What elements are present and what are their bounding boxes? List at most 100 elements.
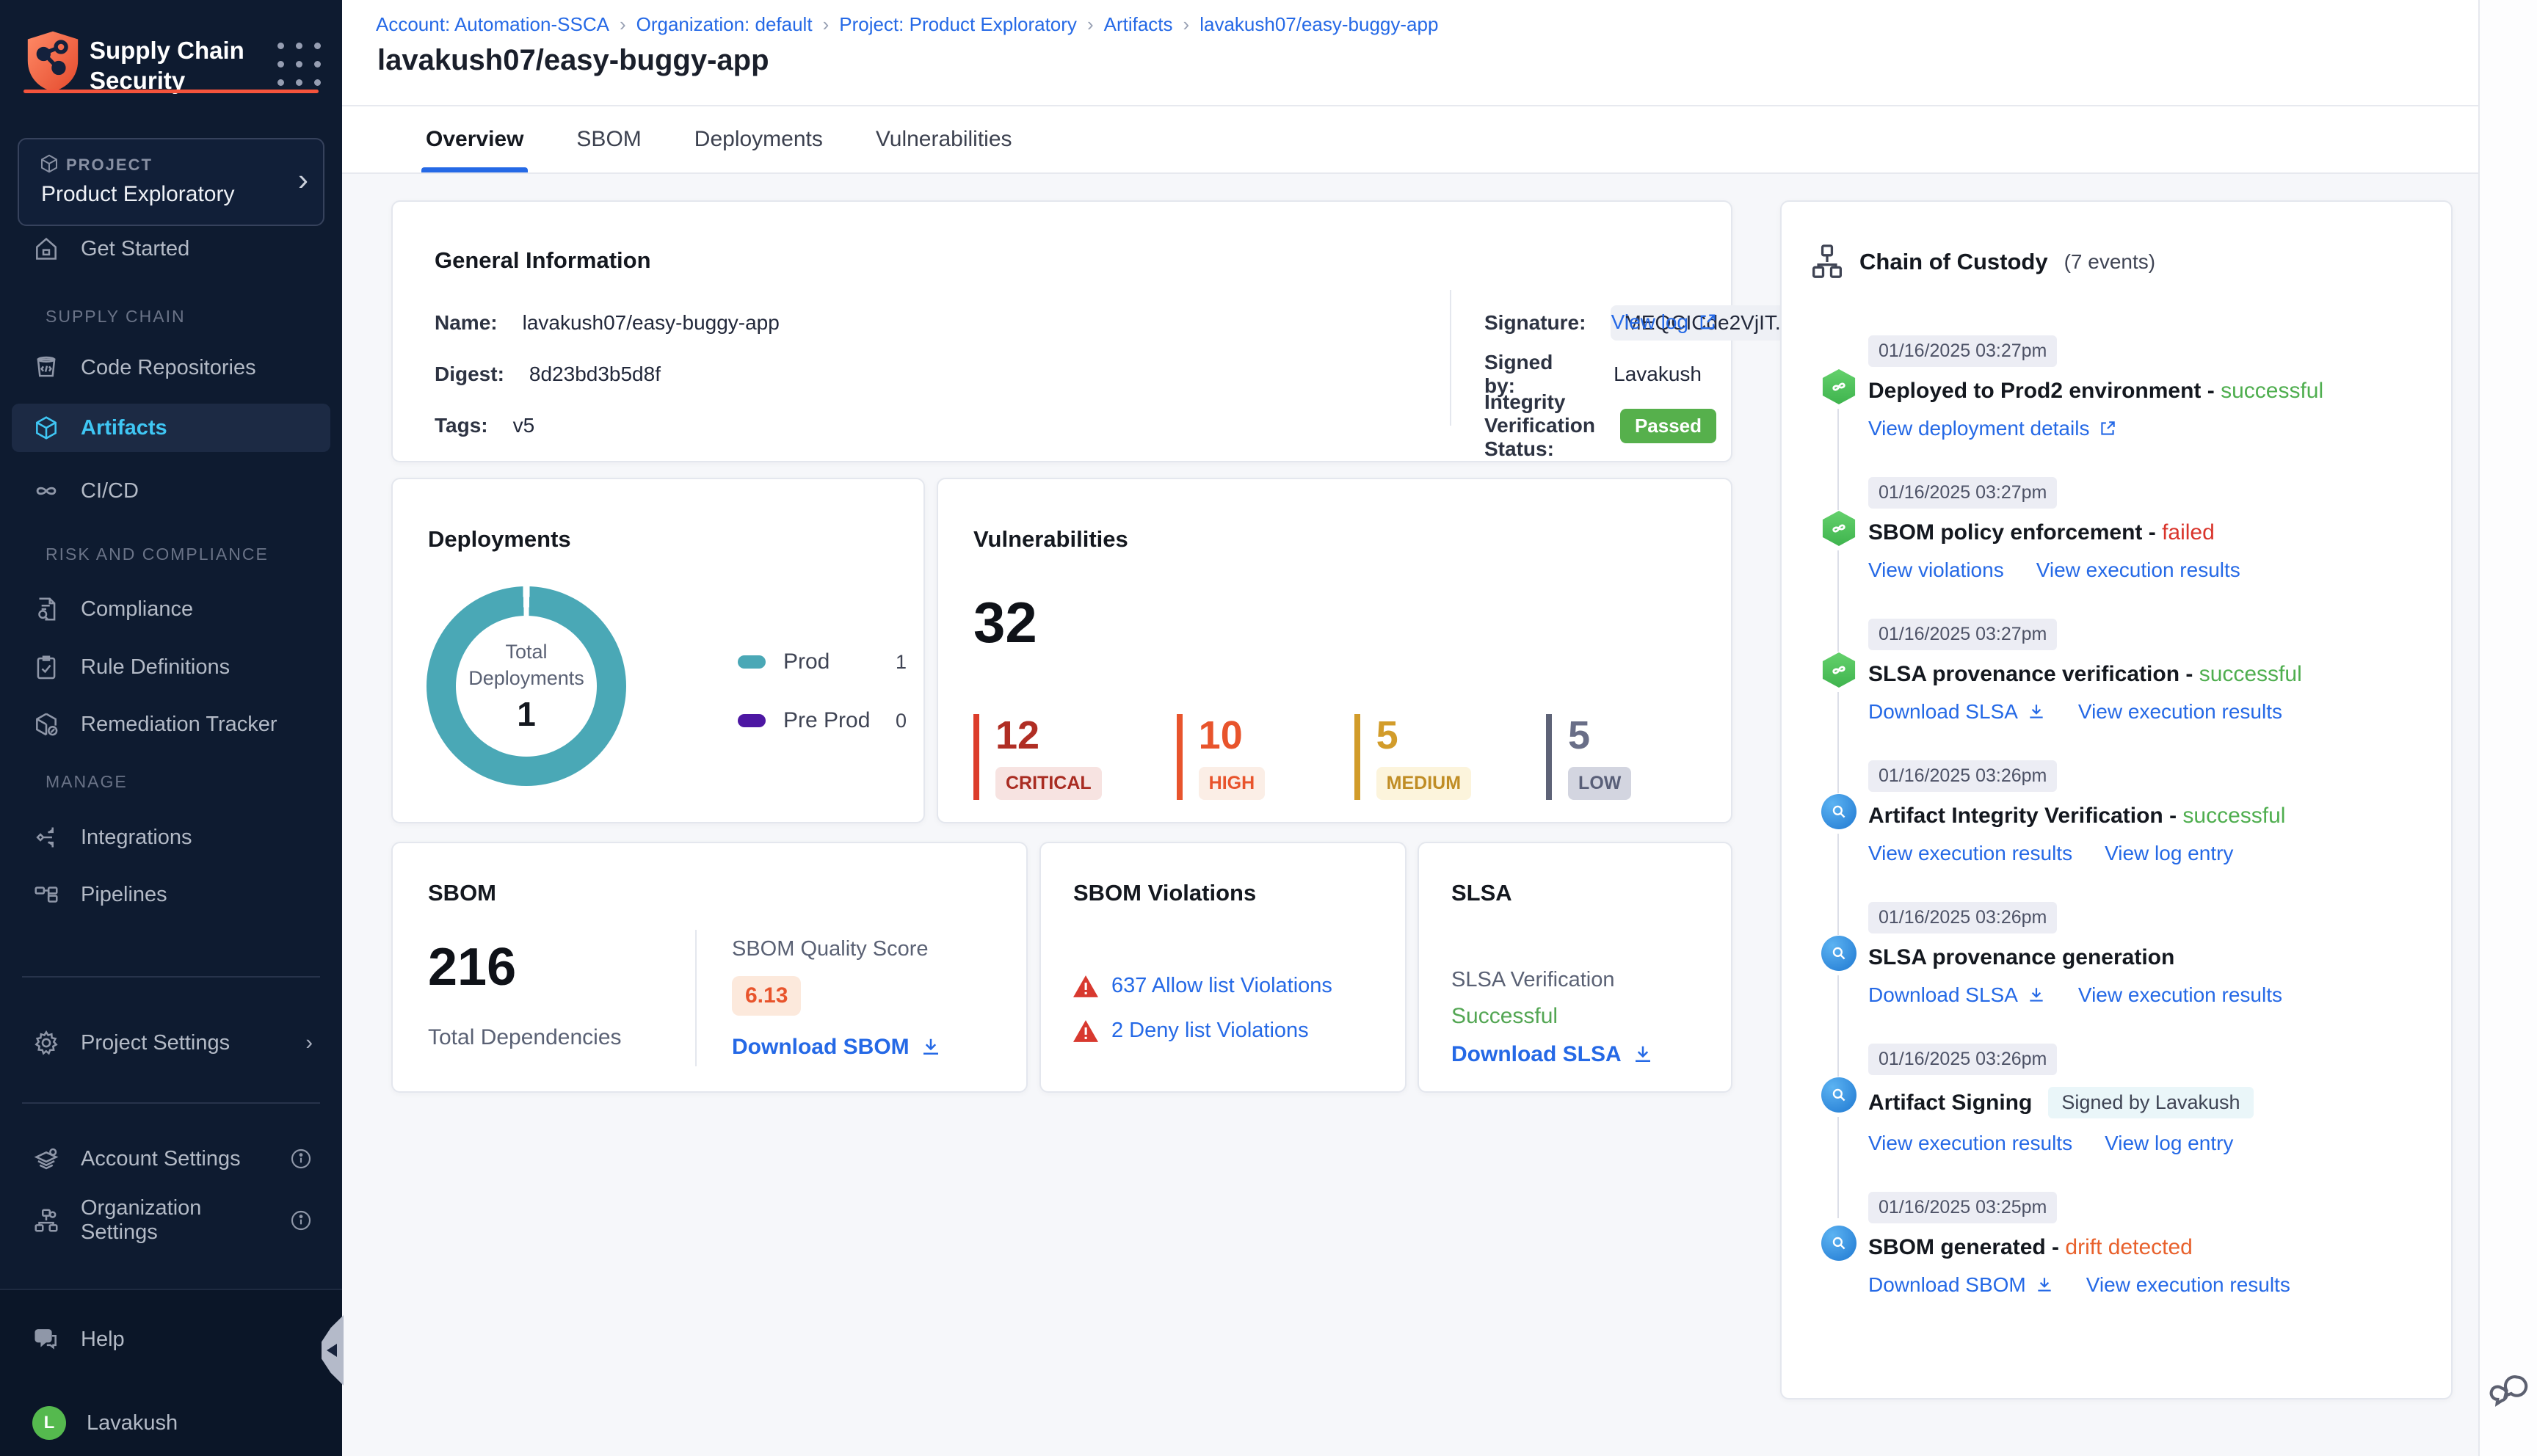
breadcrumb-current[interactable]: lavakush07/easy-buggy-app [1199, 13, 1439, 35]
sidebar-item-get-started[interactable]: Get Started [12, 225, 330, 273]
gear-icon [32, 1029, 60, 1057]
download-slsa-link[interactable]: Download SLSA [1868, 700, 2046, 724]
pipelines-icon [32, 881, 60, 909]
sidebar-item-remediation-tracker[interactable]: Remediation Tracker [12, 700, 330, 749]
section-heading-supply-chain: SUPPLY CHAIN [46, 307, 186, 326]
breadcrumb-project[interactable]: Project: Product Exploratory [839, 13, 1077, 35]
card-title: Vulnerabilities [973, 526, 1128, 552]
view-execution-results-link[interactable]: View execution results [2077, 700, 2282, 723]
artifact-tags-row: Tags: v5 [435, 414, 535, 437]
layers-gear-icon [32, 1145, 60, 1173]
feedback-chat-icon[interactable] [2487, 1366, 2530, 1409]
sidebar-item-organization-settings[interactable]: Organization Settings [12, 1196, 330, 1245]
download-slsa-link[interactable]: Download SLSA [1868, 983, 2046, 1007]
severity-low: 5 LOW [1546, 714, 1649, 800]
deny-list-violations-link[interactable]: 2 Deny list Violations [1111, 1019, 1309, 1042]
card-title: Chain of Custody [1859, 249, 2048, 274]
slsa-verification-label: SLSA Verification [1451, 968, 1615, 991]
breadcrumb: Account: Automation-SSCA › Organization:… [376, 13, 1438, 36]
section-heading-risk-compliance: RISK AND COMPLIANCE [46, 545, 269, 564]
view-execution-results-link[interactable]: View execution results [2036, 558, 2240, 581]
view-log-entry-link[interactable]: View log entry [2105, 1132, 2234, 1154]
event-status: successful [2182, 804, 2286, 828]
tab-deployments[interactable]: Deployments [694, 127, 823, 151]
card-title: Deployments [428, 526, 571, 552]
scan-event-icon [1821, 1077, 1857, 1113]
tab-overview[interactable]: Overview [421, 106, 529, 172]
tab-vulnerabilities[interactable]: Vulnerabilities [875, 127, 1012, 151]
artifact-name-value: lavakush07/easy-buggy-app [522, 311, 780, 334]
app-logo-shield-icon [25, 29, 81, 92]
view-execution-results-link[interactable]: View execution results [2077, 983, 2282, 1006]
card-title: General Information [435, 247, 651, 273]
event-title: Deployed to Prod2 environment [1868, 379, 2202, 403]
sidebar: Supply Chain Security PROJECT Product Ex… [0, 0, 342, 1456]
custody-event-deployed: 01/16/2025 03:27pm Deployed to Prod2 env… [1811, 335, 2422, 510]
sbom-quality-label: SBOM Quality Score [732, 937, 929, 961]
artifact-name-row: Name: lavakush07/easy-buggy-app [435, 311, 780, 334]
tab-sbom[interactable]: SBOM [576, 127, 642, 151]
info-icon[interactable] [289, 1147, 313, 1171]
breadcrumb-artifacts[interactable]: Artifacts [1103, 13, 1173, 35]
download-slsa-link[interactable]: Download SLSA [1451, 1042, 1654, 1067]
code-repository-icon [32, 354, 60, 382]
sidebar-item-artifacts[interactable]: Artifacts [12, 404, 330, 452]
chevron-right-icon: › [305, 1030, 313, 1055]
view-log-entry-link[interactable]: View log entry [2105, 842, 2234, 864]
user-menu[interactable]: L Lavakush [12, 1399, 330, 1447]
app-switcher-icon[interactable] [277, 43, 326, 91]
severity-badge: HIGH [1198, 767, 1266, 800]
sidebar-item-account-settings[interactable]: Account Settings [12, 1135, 330, 1183]
sbom-violations-card: SBOM Violations 637 Allow list Violation… [1039, 842, 1407, 1093]
event-title: Artifact Signing [1868, 1090, 2033, 1115]
sidebar-item-code-repositories[interactable]: Code Repositories [12, 343, 330, 392]
event-timestamp: 01/16/2025 03:27pm [1868, 477, 2058, 509]
view-deployment-details-link[interactable]: View deployment details [1868, 417, 2117, 440]
total-deployments-value: 1 [517, 695, 536, 733]
sidebar-item-cicd[interactable]: CI/CD [12, 467, 330, 515]
event-timestamp: 01/16/2025 03:27pm [1868, 335, 2058, 367]
vulnerabilities-total: 32 [973, 590, 1037, 655]
sidebar-item-pipelines[interactable]: Pipelines [12, 870, 330, 919]
info-icon[interactable] [289, 1209, 313, 1232]
event-timestamp: 01/16/2025 03:26pm [1868, 902, 2058, 933]
custody-event-integrity-verification: 01/16/2025 03:26pm Artifact Integrity Ve… [1811, 760, 2422, 935]
event-title: SBOM policy enforcement [1868, 520, 2143, 545]
sidebar-item-help[interactable]: ? Help [12, 1315, 330, 1364]
event-title: Artifact Integrity Verification [1868, 804, 2163, 828]
legend-item-prod: Prod 1 [738, 649, 907, 674]
right-rail [2478, 0, 2537, 1456]
deployments-card: Deployments Total Deployments 1 Prod 1 P… [391, 478, 925, 823]
deployments-donut-chart: Total Deployments 1 [427, 586, 626, 786]
brand-accent-divider [23, 90, 319, 93]
project-selector[interactable]: PROJECT Product Exploratory › [18, 138, 324, 226]
view-violations-link[interactable]: View violations [1868, 558, 2004, 581]
donut-center-label: Total Deployments [468, 641, 584, 689]
view-execution-results-link[interactable]: View execution results [1868, 842, 2073, 864]
severity-badge: LOW [1568, 767, 1632, 800]
view-log-link[interactable]: View log [1611, 310, 1718, 334]
event-timestamp: 01/16/2025 03:25pm [1868, 1192, 2058, 1223]
breadcrumb-organization[interactable]: Organization: default [636, 13, 813, 35]
allow-list-violations-link[interactable]: 637 Allow list Violations [1111, 974, 1332, 997]
download-sbom-link[interactable]: Download SBOM [1868, 1273, 2054, 1297]
severity-high: 10 HIGH [1176, 714, 1280, 800]
scan-event-icon [1821, 794, 1857, 829]
sidebar-item-project-settings[interactable]: Project Settings › [12, 1019, 330, 1067]
custody-event-sbom-generated: 01/16/2025 03:25pm SBOM generated - drif… [1811, 1192, 2422, 1297]
view-execution-results-link[interactable]: View execution results [2086, 1273, 2290, 1296]
breadcrumb-account[interactable]: Account: Automation-SSCA [376, 13, 609, 35]
sidebar-item-integrations[interactable]: Integrations [12, 813, 330, 862]
severity-badge: MEDIUM [1376, 767, 1472, 800]
page-title: lavakush07/easy-buggy-app [377, 44, 769, 76]
download-icon [2027, 702, 2046, 721]
sidebar-item-rule-definitions[interactable]: Rule Definitions [12, 643, 330, 691]
download-sbom-link[interactable]: Download SBOM [732, 1035, 942, 1060]
view-execution-results-link[interactable]: View execution results [1868, 1132, 2073, 1154]
external-link-icon [2098, 419, 2117, 438]
custody-event-slsa-generation: 01/16/2025 03:26pm SLSA provenance gener… [1811, 902, 2422, 1077]
chain-of-custody-card: Chain of Custody (7 events) 01/16/2025 0… [1780, 200, 2453, 1399]
sidebar-item-compliance[interactable]: Compliance [12, 585, 330, 633]
slsa-verification-status: Successful [1451, 1004, 1558, 1028]
user-name: Lavakush [87, 1410, 178, 1435]
